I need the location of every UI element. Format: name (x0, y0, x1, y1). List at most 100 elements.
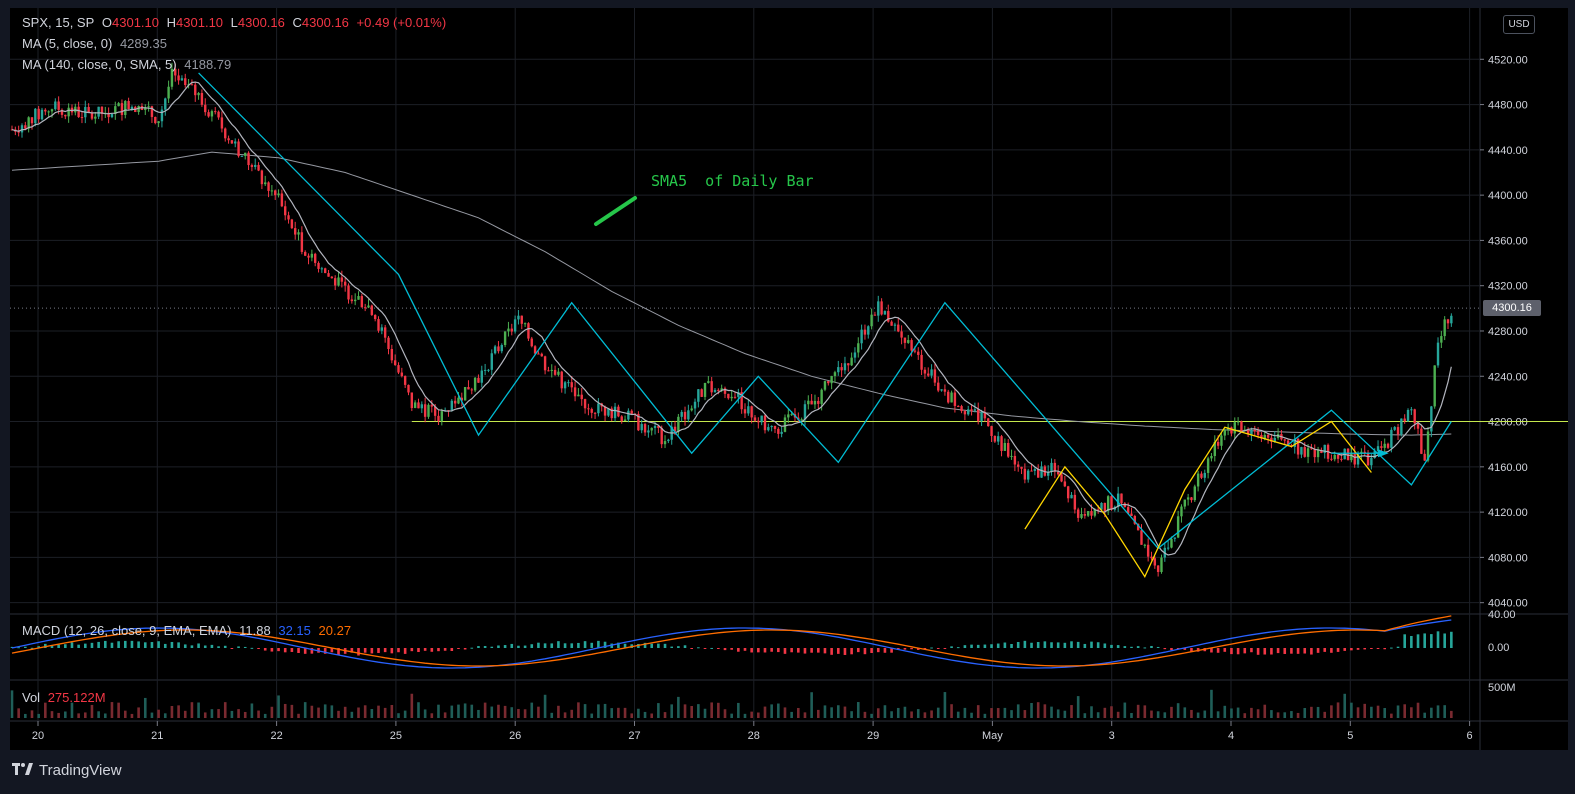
candle-down[interactable] (397, 365, 400, 373)
candle-up[interactable] (907, 340, 910, 343)
candle-down[interactable] (987, 418, 990, 427)
candle-down[interactable] (620, 416, 623, 422)
candle-up[interactable] (790, 414, 793, 416)
ma5-legend[interactable]: MA (5, close, 0) 4289.35 (22, 36, 171, 51)
candle-down[interactable] (174, 68, 177, 76)
candle-down[interactable] (1286, 440, 1290, 446)
candle-up[interactable] (1086, 511, 1090, 516)
candle-up[interactable] (170, 68, 174, 87)
candle-up[interactable] (160, 109, 164, 122)
candle-up[interactable] (483, 369, 487, 371)
candle-down[interactable] (1053, 462, 1057, 472)
candle-up[interactable] (34, 108, 37, 124)
candle-down[interactable] (890, 321, 893, 326)
candle-down[interactable] (953, 392, 957, 406)
vol-label[interactable]: Vol (22, 690, 41, 705)
candle-up[interactable] (357, 296, 360, 300)
candle-down[interactable] (1130, 513, 1133, 516)
candle-down[interactable] (810, 400, 813, 405)
candle-down[interactable] (1240, 421, 1243, 431)
candle-down[interactable] (497, 346, 500, 352)
candle-down[interactable] (540, 353, 543, 357)
candle-down[interactable] (1136, 523, 1140, 531)
candle-down[interactable] (723, 388, 727, 394)
candle-down[interactable] (643, 424, 647, 433)
candle-up[interactable] (1166, 547, 1170, 549)
candle-down[interactable] (190, 84, 194, 86)
candle-down[interactable] (1146, 544, 1150, 557)
candle-up[interactable] (1293, 438, 1296, 447)
vol-legend[interactable]: Vol 275.122M (22, 690, 110, 705)
candle-up[interactable] (877, 301, 880, 316)
candle-down[interactable] (284, 206, 287, 216)
candle-up[interactable] (767, 427, 770, 431)
candle-down[interactable] (1023, 468, 1027, 480)
candle-up[interactable] (413, 402, 417, 408)
candle-up[interactable] (930, 369, 933, 376)
candle-down[interactable] (230, 140, 234, 144)
candle-up[interactable] (1233, 422, 1236, 434)
candle-up[interactable] (440, 411, 444, 422)
candle-down[interactable] (750, 406, 753, 418)
candle-up[interactable] (687, 410, 690, 420)
annotation-text[interactable]: SMA5 of Daily Bar (651, 172, 814, 190)
candle-down[interactable] (603, 406, 607, 416)
candle-up[interactable] (110, 113, 114, 118)
candle-up[interactable] (20, 125, 24, 133)
candle-down[interactable] (127, 101, 130, 110)
candle-down[interactable] (1110, 496, 1113, 510)
ma140-line[interactable] (11, 151, 1452, 436)
candle-up[interactable] (124, 101, 127, 115)
candle-down[interactable] (977, 409, 980, 422)
candle-down[interactable] (1336, 454, 1340, 459)
candle-down[interactable] (1103, 502, 1107, 512)
candle-up[interactable] (997, 436, 1000, 442)
candle-down[interactable] (373, 314, 377, 320)
candle-down[interactable] (407, 384, 410, 393)
candle-down[interactable] (570, 382, 573, 388)
candle-down[interactable] (1060, 474, 1063, 482)
candle-up[interactable] (550, 369, 553, 371)
candle-down[interactable] (343, 281, 347, 286)
candle-up[interactable] (270, 190, 274, 192)
candle-down[interactable] (363, 307, 367, 309)
candle-down[interactable] (1380, 446, 1383, 448)
candle-down[interactable] (274, 190, 277, 196)
candle-down[interactable] (1303, 447, 1306, 457)
candle-down[interactable] (903, 337, 907, 343)
candle-up[interactable] (337, 277, 340, 286)
candle-up[interactable] (1300, 447, 1303, 455)
candle-down[interactable] (740, 392, 743, 410)
candle-up[interactable] (473, 377, 477, 391)
candle-down[interactable] (393, 360, 397, 366)
candle-up[interactable] (1236, 421, 1240, 423)
candle-down[interactable] (390, 348, 394, 361)
candle-up[interactable] (67, 107, 70, 117)
candle-down[interactable] (360, 296, 364, 308)
candle-up[interactable] (663, 441, 667, 445)
candle-up[interactable] (800, 419, 803, 421)
candle-down[interactable] (57, 101, 60, 110)
candle-up[interactable] (1376, 446, 1380, 451)
candle-up[interactable] (623, 419, 627, 422)
candle-down[interactable] (630, 410, 633, 414)
candle-up[interactable] (1223, 429, 1226, 436)
candle-up[interactable] (813, 400, 817, 405)
candle-down[interactable] (17, 131, 20, 133)
candle-down[interactable] (430, 404, 434, 407)
candle-down[interactable] (1190, 497, 1193, 501)
candle-down[interactable] (1363, 451, 1366, 453)
candle-up[interactable] (693, 401, 697, 409)
candle-down[interactable] (583, 399, 587, 409)
candle-down[interactable] (817, 400, 820, 404)
candle-down[interactable] (963, 411, 967, 415)
candle-down[interactable] (313, 253, 317, 263)
candle-down[interactable] (323, 268, 327, 274)
candle-up[interactable] (114, 106, 117, 114)
candle-up[interactable] (457, 397, 460, 404)
candle-down[interactable] (60, 109, 64, 115)
candle-up[interactable] (490, 353, 493, 370)
candle-down[interactable] (470, 389, 473, 391)
candle-up[interactable] (1203, 472, 1206, 478)
candle-down[interactable] (970, 409, 973, 411)
